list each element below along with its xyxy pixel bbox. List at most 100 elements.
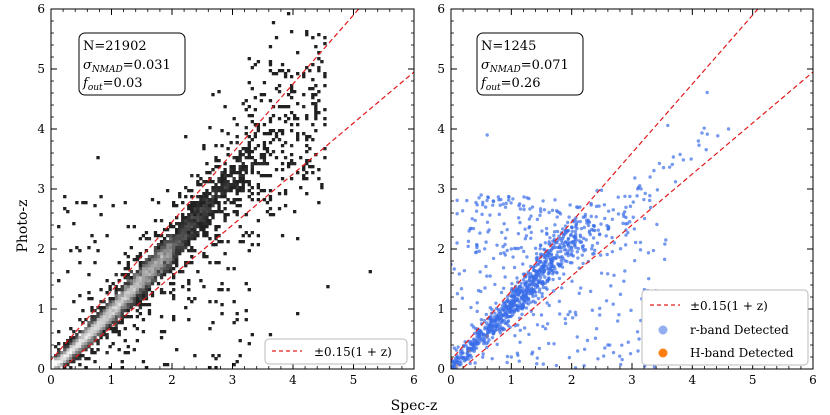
heatmap-cell bbox=[123, 351, 127, 355]
heatmap-cell bbox=[184, 216, 188, 220]
heatmap-cell bbox=[286, 117, 291, 121]
heatmap-cell bbox=[138, 285, 143, 289]
heatmap-cell bbox=[235, 183, 239, 187]
r-band-point bbox=[485, 198, 489, 203]
heatmap-cell bbox=[63, 366, 67, 369]
heatmap-cell bbox=[144, 273, 149, 277]
heatmap-cell bbox=[87, 357, 91, 361]
heatmap-cell bbox=[196, 225, 200, 229]
r-band-point bbox=[563, 321, 568, 326]
heatmap-cell bbox=[253, 147, 257, 151]
heatmap-cell bbox=[208, 204, 212, 208]
heatmap-cell bbox=[202, 180, 206, 184]
heatmap-cell bbox=[229, 141, 233, 145]
r-band-point bbox=[558, 255, 563, 260]
heatmap-cell bbox=[99, 306, 103, 310]
r-band-point bbox=[566, 251, 570, 256]
heatmap-cell bbox=[165, 249, 170, 253]
heatmap-cell bbox=[54, 357, 58, 361]
r-band-point bbox=[569, 253, 574, 257]
heatmap-cell bbox=[247, 105, 251, 109]
heatmap-cell bbox=[87, 336, 91, 340]
heatmap-cell bbox=[317, 111, 321, 115]
r-band-point bbox=[518, 305, 522, 310]
heatmap-cell bbox=[132, 276, 136, 280]
heatmap-cell bbox=[280, 63, 285, 67]
heatmap-cell bbox=[138, 237, 143, 241]
heatmap-cell bbox=[90, 333, 94, 337]
heatmap-cell bbox=[205, 207, 209, 211]
r-band-point bbox=[509, 295, 514, 299]
heatmap-cell bbox=[187, 207, 191, 211]
heatmap-cell bbox=[78, 330, 82, 334]
r-band-point bbox=[522, 195, 526, 199]
heatmap-cell bbox=[308, 159, 312, 163]
heatmap-cell bbox=[280, 162, 285, 166]
r-band-point bbox=[455, 198, 459, 203]
r-band-point bbox=[681, 158, 686, 162]
heatmap-cell bbox=[165, 264, 170, 268]
heatmap-cell bbox=[202, 144, 206, 148]
heatmap-cell bbox=[190, 255, 194, 259]
r-band-point bbox=[638, 240, 643, 245]
heatmap-cell bbox=[159, 255, 164, 259]
heatmap-cell bbox=[78, 357, 82, 361]
r-band-point bbox=[603, 216, 607, 221]
r-band-point bbox=[484, 321, 489, 325]
heatmap-cell bbox=[193, 249, 197, 253]
heatmap-cell bbox=[123, 297, 127, 301]
heatmap-cell bbox=[162, 255, 167, 259]
r-band-point bbox=[647, 276, 651, 281]
r-band-point bbox=[503, 205, 508, 209]
heatmap-cell bbox=[57, 363, 61, 367]
heatmap-cell bbox=[120, 312, 124, 316]
heatmap-cell bbox=[159, 315, 164, 319]
heatmap-cell bbox=[117, 300, 121, 304]
heatmap-cell bbox=[69, 351, 73, 355]
heatmap-cell bbox=[226, 180, 230, 184]
heatmap-cell bbox=[84, 327, 88, 331]
heatmap-cell bbox=[190, 234, 194, 238]
heatmap-cell bbox=[111, 342, 115, 346]
heatmap-cell bbox=[268, 99, 273, 103]
r-band-point bbox=[494, 301, 498, 305]
heatmap-cell bbox=[205, 210, 209, 214]
r-band-point bbox=[570, 279, 574, 283]
heatmap-cell bbox=[305, 159, 309, 163]
heatmap-cell bbox=[226, 198, 230, 202]
r-band-point bbox=[590, 247, 594, 251]
heatmap-cell bbox=[111, 327, 115, 331]
heatmap-cell bbox=[96, 333, 100, 337]
heatmap-cell bbox=[138, 267, 143, 271]
heatmap-cell bbox=[126, 264, 130, 268]
heatmap-cell bbox=[150, 261, 155, 265]
heatmap-cell bbox=[159, 252, 164, 256]
heatmap-cell bbox=[208, 222, 212, 226]
heatmap-cell bbox=[199, 213, 203, 217]
heatmap-cell bbox=[66, 360, 70, 364]
heatmap-cell bbox=[90, 342, 94, 346]
heatmap-cell bbox=[99, 309, 103, 313]
heatmap-cell bbox=[217, 225, 221, 229]
r-band-point bbox=[547, 277, 551, 281]
heatmap-cell bbox=[202, 231, 206, 235]
r-band-point bbox=[521, 262, 525, 266]
heatmap-cell bbox=[262, 123, 267, 127]
heatmap-cell bbox=[156, 255, 161, 259]
heatmap-cell bbox=[208, 237, 212, 241]
heatmap-cell bbox=[172, 261, 176, 265]
heatmap-cell bbox=[247, 81, 251, 85]
heatmap-cell bbox=[102, 327, 106, 331]
heatmap-cell bbox=[271, 150, 276, 154]
heatmap-cell bbox=[271, 21, 276, 25]
r-band-point bbox=[549, 260, 553, 264]
heatmap-cell bbox=[78, 345, 82, 349]
heatmap-cell bbox=[202, 255, 206, 259]
heatmap-cell bbox=[165, 189, 170, 193]
r-band-point bbox=[497, 325, 502, 330]
r-band-point bbox=[609, 284, 613, 288]
heatmap-cell bbox=[172, 234, 176, 238]
heatmap-cell bbox=[178, 270, 182, 274]
stats-box: N=21902 σNMAD=0.031 fout=0.03 bbox=[78, 32, 186, 96]
heatmap-cell bbox=[190, 174, 194, 178]
